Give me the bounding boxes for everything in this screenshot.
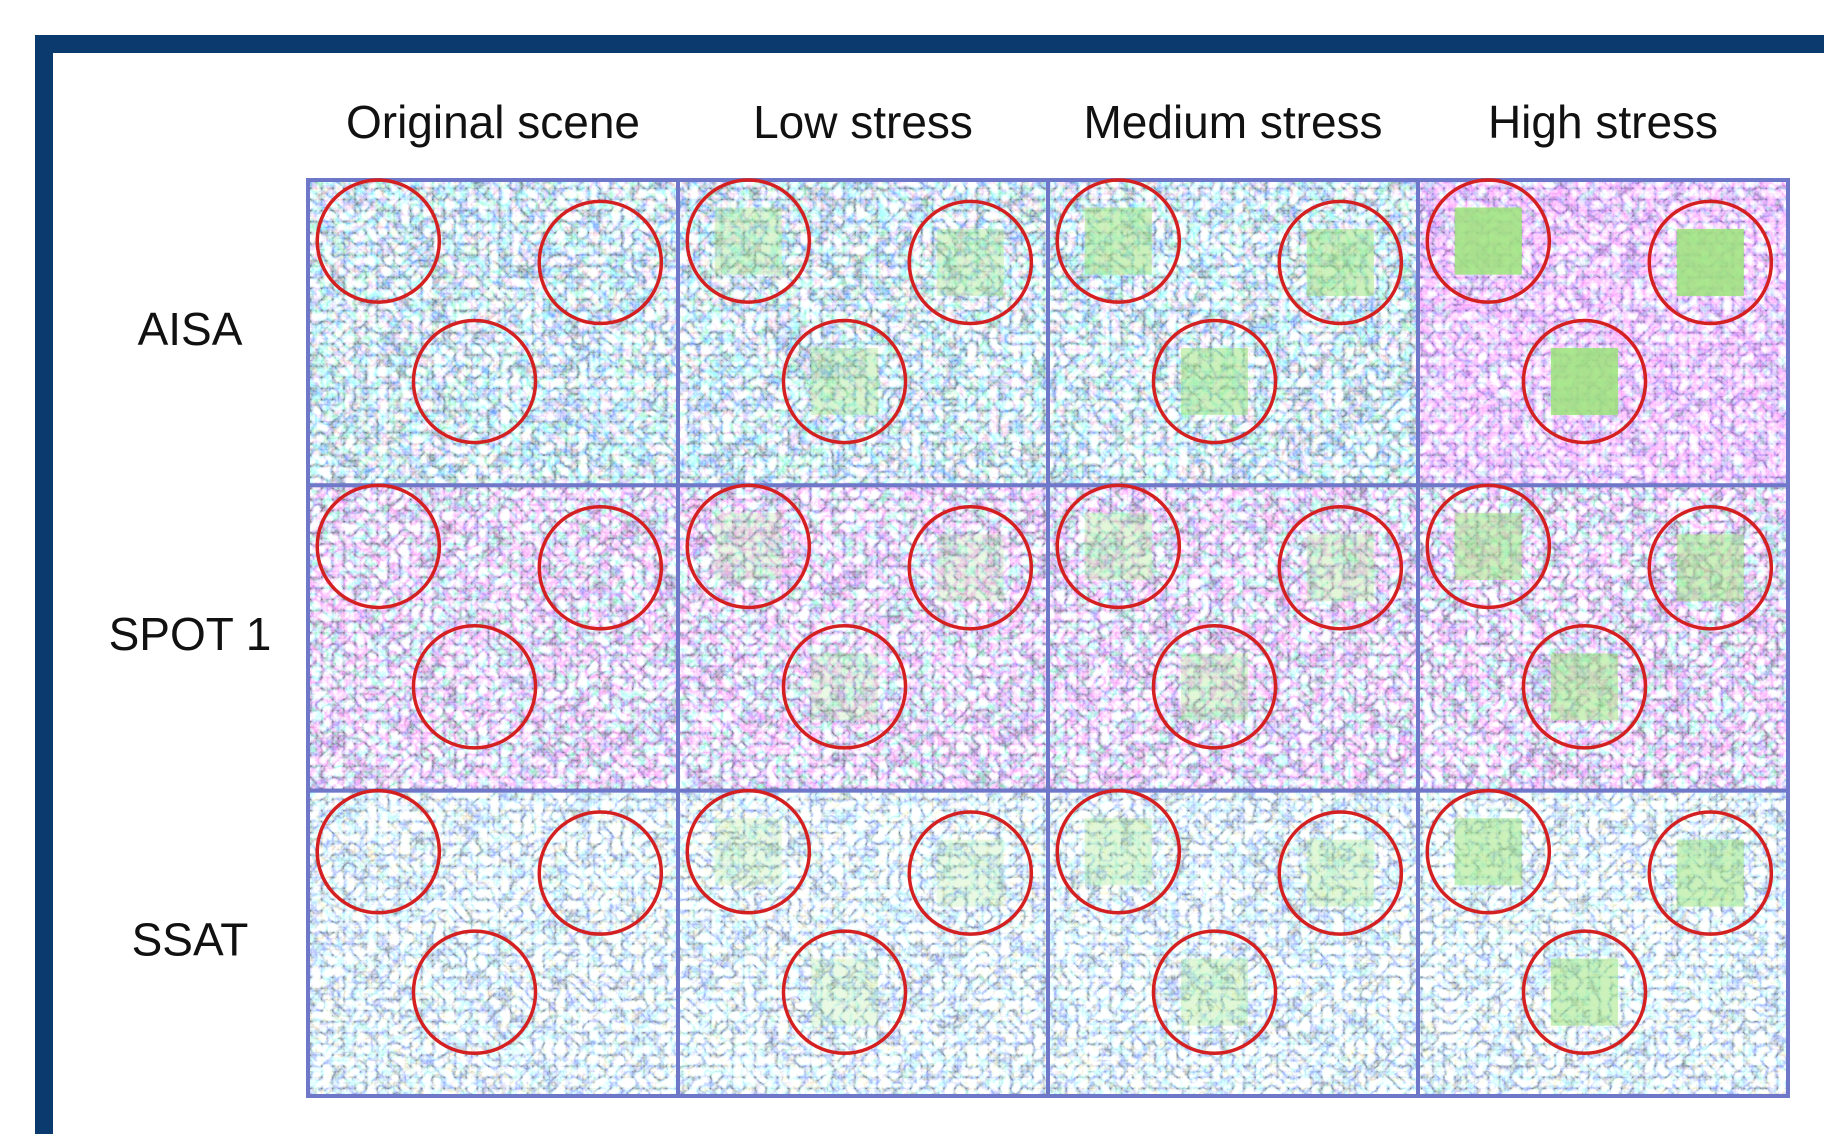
stress-patch xyxy=(1677,229,1744,296)
column-header: Medium stress xyxy=(1083,96,1382,148)
page: Original scene Low stress Medium stress Hig… xyxy=(0,0,1824,1134)
figure: Original scene Low stress Medium stress Hig… xyxy=(0,0,1824,1134)
row-label: AISA xyxy=(138,303,243,355)
stress-patch xyxy=(1181,348,1248,415)
stress-patch xyxy=(811,653,878,720)
stress-patch xyxy=(1181,959,1248,1026)
stress-patch xyxy=(1551,653,1618,720)
stress-patch xyxy=(1455,513,1522,580)
stress-patch xyxy=(1307,534,1374,601)
column-header: Original scene xyxy=(346,96,640,148)
stress-patch xyxy=(1455,207,1522,274)
stress-patch xyxy=(1677,840,1744,907)
stress-patch xyxy=(1551,348,1618,415)
image-panel xyxy=(1418,180,1788,485)
image-panel xyxy=(308,180,678,485)
stress-patch xyxy=(811,959,878,1026)
image-panel xyxy=(1048,180,1418,485)
row-label: SSAT xyxy=(132,913,249,965)
stress-patch xyxy=(1307,229,1374,296)
stress-patch xyxy=(715,818,782,885)
image-panel xyxy=(308,485,678,790)
stress-patch xyxy=(1085,207,1152,274)
stress-patch xyxy=(715,207,782,274)
image-panel xyxy=(1048,485,1418,790)
stress-patch xyxy=(1085,513,1152,580)
image-panel xyxy=(678,180,1048,485)
image-panel xyxy=(1418,485,1788,790)
image-panel xyxy=(308,791,678,1096)
column-header: High stress xyxy=(1488,96,1718,148)
image-panel xyxy=(678,791,1048,1096)
stress-patch xyxy=(811,348,878,415)
stress-patch xyxy=(715,513,782,580)
stress-patch xyxy=(1551,959,1618,1026)
stress-patch xyxy=(1677,534,1744,601)
stress-patch xyxy=(1307,840,1374,907)
row-label: SPOT 1 xyxy=(109,608,272,660)
image-panel xyxy=(1418,791,1788,1096)
stress-patch xyxy=(1085,818,1152,885)
image-panel xyxy=(1048,791,1418,1096)
image-panel xyxy=(678,485,1048,790)
stress-patch xyxy=(937,534,1004,601)
column-header: Low stress xyxy=(753,96,973,148)
stress-patch xyxy=(1455,818,1522,885)
stress-patch xyxy=(937,840,1004,907)
stress-patch xyxy=(937,229,1004,296)
stress-patch xyxy=(1181,653,1248,720)
